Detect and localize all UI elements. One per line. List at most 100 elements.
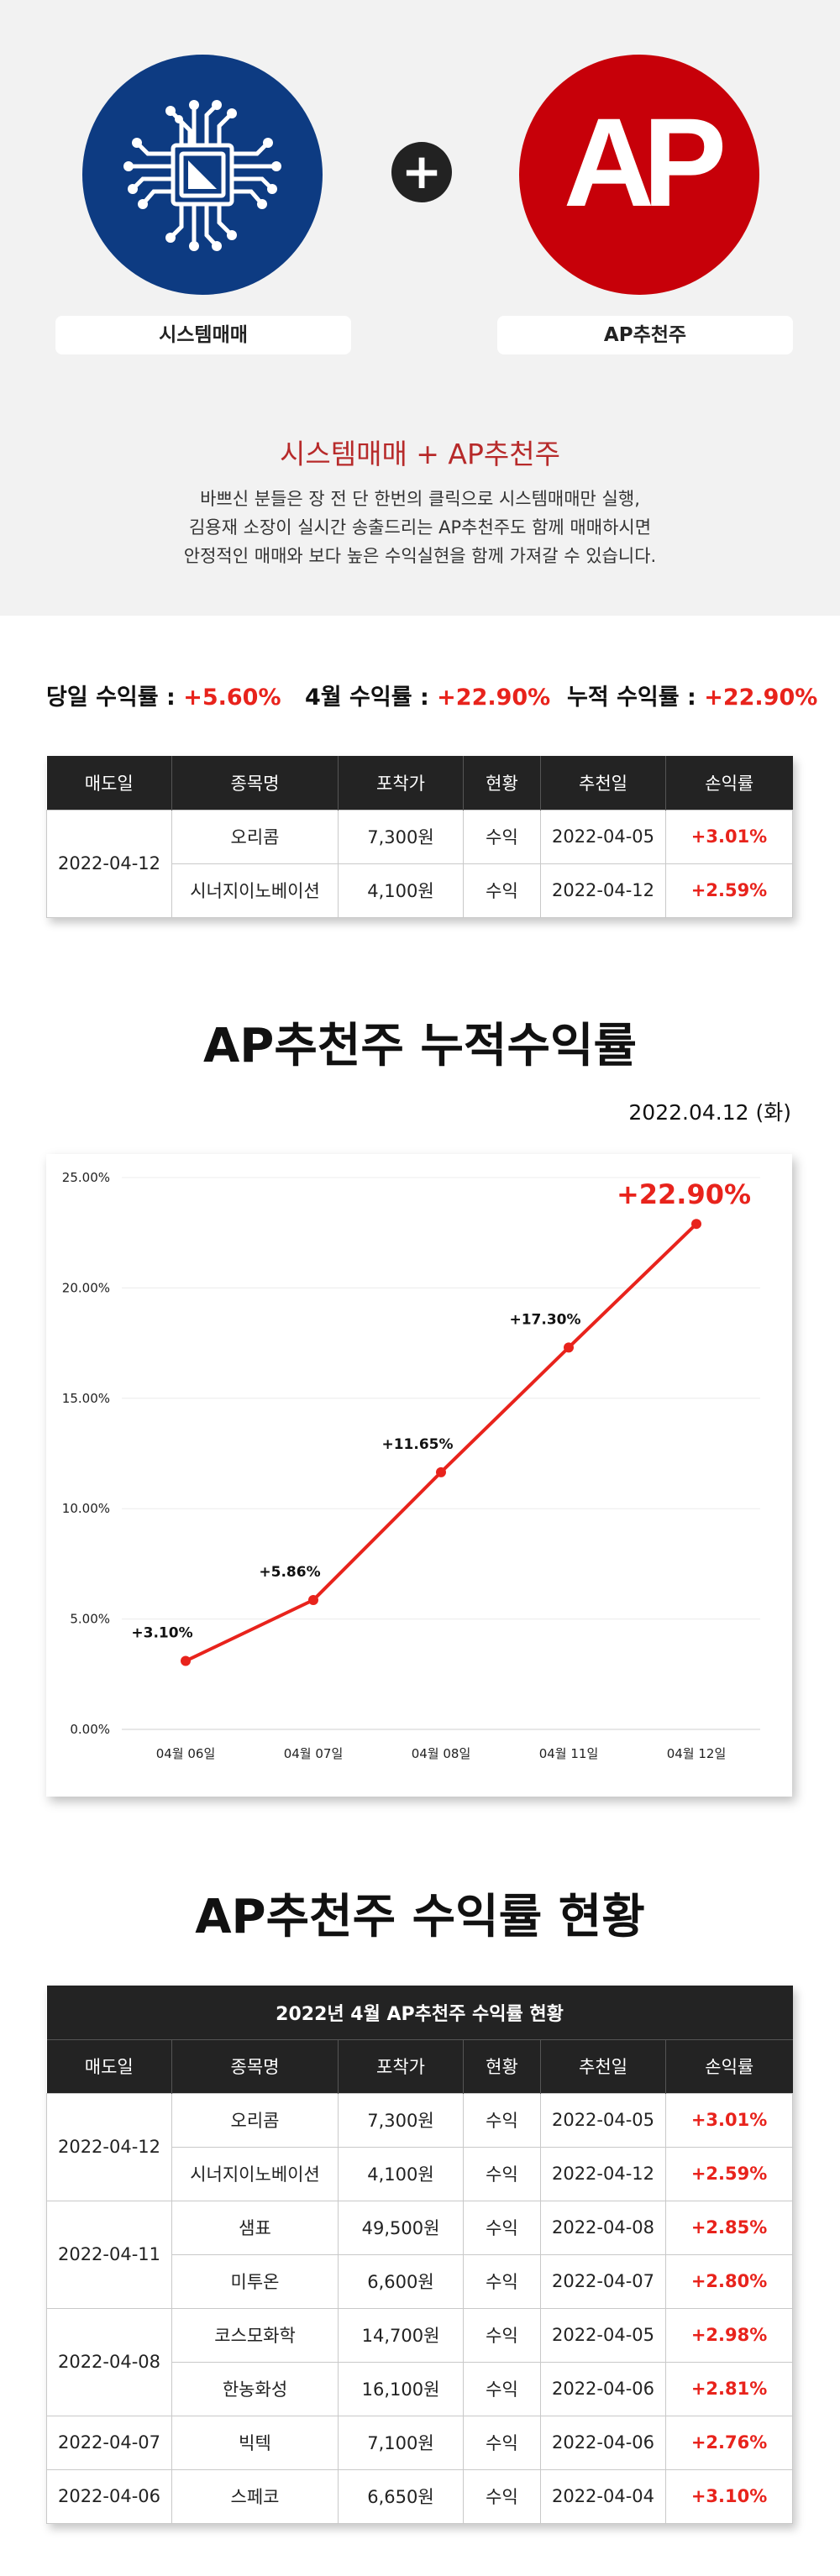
capture-price-cell: 14,700원 [338,2307,464,2363]
hero-desc-line: 안정적인 매매와 보다 높은 수익실현을 함께 가져갈 수 있습니다. [183,546,657,566]
sell-date-cell: 2022-04-11 [46,2200,172,2309]
col-stock-name: 종목명 [171,756,339,810]
x-tick-label: 04월 08일 [412,1746,471,1761]
sell-date-cell: 2022-04-12 [46,809,172,918]
cpu-chip-icon [82,55,323,295]
col-pnl: 손익률 [665,2039,793,2093]
table-row: 2022-04-06 스페코 6,650원 수익 2022-04-04 +3.10% [46,2468,794,2524]
table-caption: 2022년 4월 AP추천주 수익률 현황 [46,1986,793,2040]
cumulative-line-chart: 0.00% 5.00% 10.00% 15.00% 20.00% 25.00% 04월 06… [62,1170,760,1761]
stock-name-cell: 한농화성 [171,2361,339,2416]
hero-title: 시스템매매 + AP추천주 [280,438,560,470]
y-tick-label: 0.00% [70,1722,110,1737]
y-tick-label: 20.00% [62,1280,110,1295]
ap-logo: AP [519,55,759,295]
pnl-cell: +2.59% [665,863,793,918]
table-body: 2022-04-12 오리콤 7,300원 수익 2022-04-05 +3.01% 시너지… [46,2092,794,2524]
cumulative-section-title: AP추천주 누적수익률 [202,1019,638,1073]
chart-date: 2022.04.12 (화) [628,1100,791,1125]
hero-section: + AP 시스템매매 AP추천주 시스템매매 + AP추천주 바쁘신 분들은 장… [0,0,840,616]
sell-date-cell: 2022-04-06 [46,2468,172,2524]
capture-price-cell: 4,100원 [338,2146,464,2201]
col-stock-name: 종목명 [171,2039,339,2093]
x-tick-label: 04월 11일 [539,1746,599,1761]
status-cell: 수익 [463,2146,541,2201]
capture-price-cell: 7,300원 [338,809,464,864]
recommend-date-cell: 2022-04-05 [540,809,666,864]
table-caption-row: 2022년 4월 AP추천주 수익률 현황 [46,1986,793,2040]
capture-price-cell: 16,100원 [338,2361,464,2416]
col-status: 현황 [463,756,541,810]
table-row: 2022-04-12 오리콤 7,300원 수익 2022-04-05 +3.01% [46,809,793,918]
data-point [691,1219,701,1230]
data-label: +3.10% [131,1625,192,1642]
col-recommend-date: 추천일 [540,756,666,810]
monthly-yield: 4월 수익률 : +22.90% [305,679,550,711]
col-recommend-date: 추천일 [540,2039,666,2093]
sell-date-cell: 2022-04-08 [46,2307,172,2416]
recommend-date-cell: 2022-04-04 [540,2468,666,2524]
pnl-cell: +3.01% [665,809,793,864]
hero-description: 바쁘신 분들은 장 전 단 한번의 클릭으로 시스템매매만 실행, 김용재 소장… [0,485,840,570]
capture-price-cell: 7,100원 [338,2415,464,2470]
stock-name-cell: 미투온 [171,2253,339,2309]
stock-name-cell: 코스모화학 [171,2307,339,2363]
stock-name-cell: 오리콤 [171,809,339,864]
col-status: 현황 [463,2039,541,2093]
capture-price-cell: 7,300원 [338,2092,464,2148]
monthly-yield-label: 4월 수익률 : [305,685,438,711]
table-row: 2022-04-11 샘표 49,500원 수익 2022-04-08 +2.85% [46,2200,794,2309]
daily-yield: 당일 수익률 : +5.60% [46,679,281,711]
pnl-cell: +2.98% [664,2307,794,2363]
x-tick-label: 04월 07일 [284,1746,344,1761]
data-label: +5.86% [259,1564,320,1581]
stock-name-cell: 샘표 [171,2200,339,2255]
pnl-cell: +2.85% [664,2200,794,2255]
data-point [308,1594,318,1605]
recommend-date-cell: 2022-04-07 [540,2253,666,2309]
recommend-date-cell: 2022-04-05 [540,2092,666,2148]
pnl-cell: +2.76% [664,2415,794,2470]
col-sell-date: 매도일 [46,2039,172,2093]
table-row: 시너지이노베이션 4,100원 수익 2022-04-12 +2.59% [47,2146,794,2201]
hero-desc-line: 김용재 소장이 실시간 송출드리는 AP추천주도 함께 매매하시면 [188,517,652,538]
y-tick-label: 10.00% [62,1501,110,1516]
col-capture-price: 포착가 [338,756,464,810]
stock-name-cell: 오리콤 [171,2092,339,2148]
status-cell: 수익 [463,809,541,864]
recommend-date-cell: 2022-04-06 [540,2415,666,2470]
data-point [564,1342,574,1353]
table-row: 2022-04-12 오리콤 7,300원 수익 2022-04-05 +3.01% [46,2092,794,2201]
pnl-cell: +3.01% [664,2092,794,2148]
hero-desc-line: 바쁘신 분들은 장 전 단 한번의 클릭으로 시스템매매만 실행, [200,489,640,509]
status-cell: 수익 [463,2253,541,2309]
cumulative-yield-value: +22.90% [704,685,818,711]
cumulative-yield-label: 누적 수익률 : [567,685,705,711]
data-point [181,1655,191,1666]
cumulative-chart: 0.00% 5.00% 10.00% 15.00% 20.00% 25.00% 04월 06… [46,1154,792,1797]
stock-name-cell: 시너지이노베이션 [171,863,339,918]
col-capture-price: 포착가 [338,2039,464,2093]
ap-recommend-label: AP추천주 [497,316,793,354]
capture-price-cell: 4,100원 [338,863,464,918]
pnl-cell: +2.80% [664,2253,794,2309]
capture-price-cell: 6,650원 [338,2468,464,2524]
table-row: 2022-04-07 빅텍 7,100원 수익 2022-04-06 +2.76% [46,2415,794,2470]
status-cell: 수익 [463,2361,541,2416]
stock-name-cell: 빅텍 [171,2415,339,2470]
y-tick-label: 5.00% [70,1612,110,1627]
daily-yield-value: +5.60% [183,685,281,711]
sell-date-cell: 2022-04-07 [46,2415,172,2470]
y-tick-label: 25.00% [62,1170,110,1185]
x-tick-label: 04월 06일 [156,1746,216,1761]
table-row: 미투온 6,600원 수익 2022-04-07 +2.80% [47,2253,794,2309]
table-body: 2022-04-12 오리콤 7,300원 수익 2022-04-05 +3.01% 시너지… [46,809,793,918]
pnl-cell: +2.59% [664,2146,794,2201]
table-row: 한농화성 16,100원 수익 2022-04-06 +2.81% [47,2361,794,2416]
data-label: +11.65% [381,1436,453,1453]
daily-yield-label: 당일 수익률 : [46,685,184,711]
capture-price-cell: 49,500원 [338,2200,464,2255]
status-cell: 수익 [463,2307,541,2363]
plus-icon: + [391,142,452,202]
stock-name-cell: 시너지이노베이션 [171,2146,339,2201]
